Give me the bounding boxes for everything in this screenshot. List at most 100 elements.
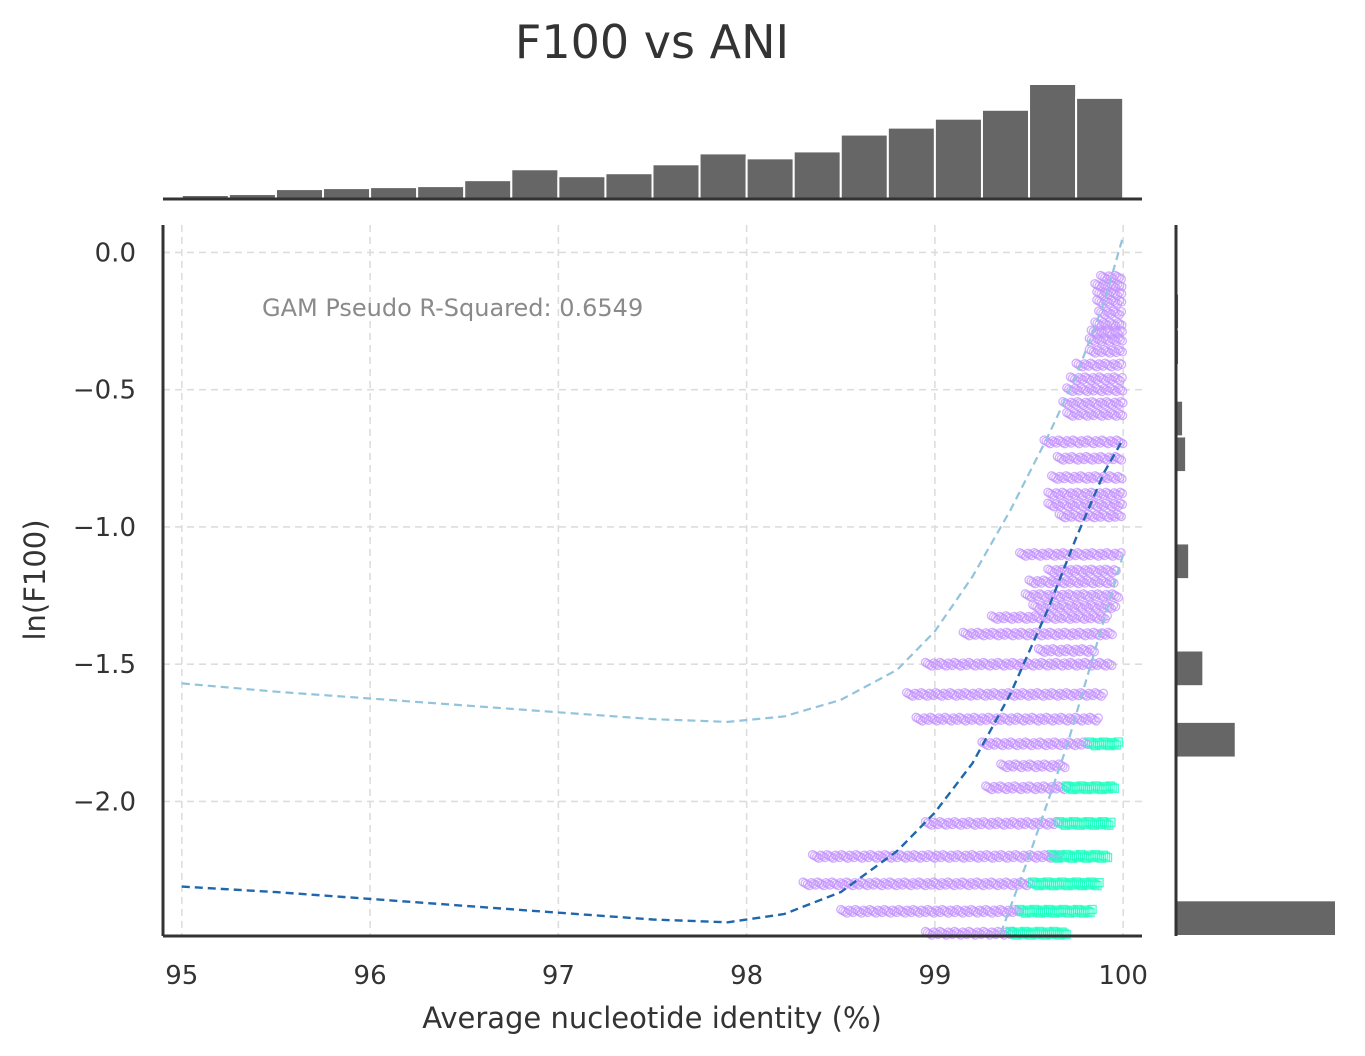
x-histogram-bar: [886, 126, 936, 200]
point-band: [1054, 509, 1126, 523]
point-band: [1039, 435, 1128, 449]
data-point: [1092, 880, 1102, 891]
x-tick-label: 99: [918, 961, 951, 991]
point-band: [1043, 564, 1121, 578]
data-point: [1117, 488, 1128, 499]
y-histogram-bar: [1175, 435, 1188, 474]
data-point: [1111, 489, 1121, 499]
data-point: [1094, 877, 1104, 888]
x-tick-label: 98: [730, 961, 763, 991]
x-histogram-bar: [322, 187, 372, 201]
data-point: [1115, 487, 1125, 497]
gam-fit-line: [181, 438, 1125, 924]
point-band: [920, 816, 1063, 830]
data-point: [1105, 628, 1115, 639]
data-point: [1114, 296, 1125, 306]
point-band: [1020, 589, 1124, 603]
point-band: [1062, 383, 1128, 397]
x-histogram-bar: [745, 157, 795, 201]
x-histogram-bar: [1075, 96, 1125, 200]
point-band: [836, 904, 1024, 918]
data-point: [1117, 320, 1127, 330]
data-point: [1116, 306, 1127, 317]
point-band: [986, 611, 1113, 625]
data-point: [1112, 308, 1122, 319]
data-point: [1113, 737, 1123, 747]
data-point: [1117, 336, 1128, 346]
point-band: [1028, 600, 1121, 614]
x-histogram-bar: [792, 150, 842, 200]
point-band: [1052, 451, 1127, 465]
main-plot-area: 95 96 97 98 99 100 0.0 −0.5 −1.0 −1.5 −2.0: [73, 225, 1148, 991]
data-point: [1115, 409, 1126, 420]
top-marginal-histogram: [163, 83, 1142, 201]
data-point: [1113, 374, 1123, 384]
data-point: [1117, 347, 1128, 357]
data-point: [1105, 566, 1115, 577]
data-point: [1093, 713, 1103, 723]
data-point: [1094, 690, 1104, 700]
data-point: [1110, 297, 1121, 308]
point-band: [981, 781, 1072, 795]
data-point: [1104, 820, 1114, 830]
data-point: [1116, 396, 1126, 407]
data-point: [1111, 500, 1121, 510]
data-point: [1115, 385, 1126, 395]
data-point: [1060, 762, 1070, 773]
x-tick-label: 95: [165, 961, 198, 991]
y-histogram-bar: [1175, 649, 1205, 688]
data-point: [1115, 346, 1125, 356]
data-point: [1114, 358, 1125, 368]
point-band: [1043, 487, 1128, 501]
gam-upper-interval-line: [181, 235, 1125, 724]
data-point: [1114, 454, 1125, 464]
data-point: [1014, 907, 1024, 917]
point-band: [1092, 295, 1127, 309]
data-point: [1087, 645, 1097, 656]
y-tick-label: −1.0: [73, 513, 136, 543]
data-point: [1111, 740, 1121, 750]
point-band: [902, 687, 1109, 701]
point-band: [1054, 816, 1116, 830]
data-point: [1100, 851, 1111, 862]
point-band: [798, 877, 1036, 891]
data-point: [1118, 398, 1128, 408]
data-point: [1109, 783, 1119, 794]
y-tick-label: 0.0: [95, 238, 136, 268]
point-band: [1043, 498, 1128, 512]
point-band: [1065, 372, 1127, 386]
x-histogram-bar: [698, 152, 748, 200]
x-histogram-bar: [557, 175, 607, 200]
data-point: [1104, 602, 1115, 612]
point-band: [1014, 547, 1126, 561]
point-band: [1028, 877, 1104, 891]
data-point: [1106, 817, 1116, 827]
data-point: [1117, 359, 1127, 370]
x-histogram-bar: [933, 117, 983, 200]
data-point: [1116, 511, 1126, 522]
x-histogram-bar: [510, 168, 560, 200]
data-point: [1061, 929, 1071, 940]
gam-curves: [181, 235, 1125, 934]
gam-lower-interval-line: [999, 554, 1125, 934]
y-histogram-bar: [1175, 720, 1237, 759]
grid-lines: [163, 225, 1142, 936]
data-point: [1117, 372, 1127, 383]
x-histogram-bar: [463, 179, 513, 200]
data-point: [1089, 715, 1099, 725]
data-point: [1047, 818, 1057, 829]
point-band: [920, 657, 1117, 671]
data-point: [1108, 600, 1119, 611]
point-band: [1084, 333, 1128, 347]
scatter-points: [798, 270, 1128, 940]
y-tick-label: −0.5: [73, 376, 136, 406]
data-point: [1112, 398, 1122, 409]
x-histogram-bar: [416, 185, 466, 201]
point-band: [1062, 407, 1128, 421]
data-point: [1117, 474, 1127, 484]
data-point: [1117, 410, 1128, 421]
data-point: [1012, 906, 1022, 916]
chart-title: F100 vs ANI: [515, 15, 789, 69]
data-point: [1115, 335, 1125, 345]
